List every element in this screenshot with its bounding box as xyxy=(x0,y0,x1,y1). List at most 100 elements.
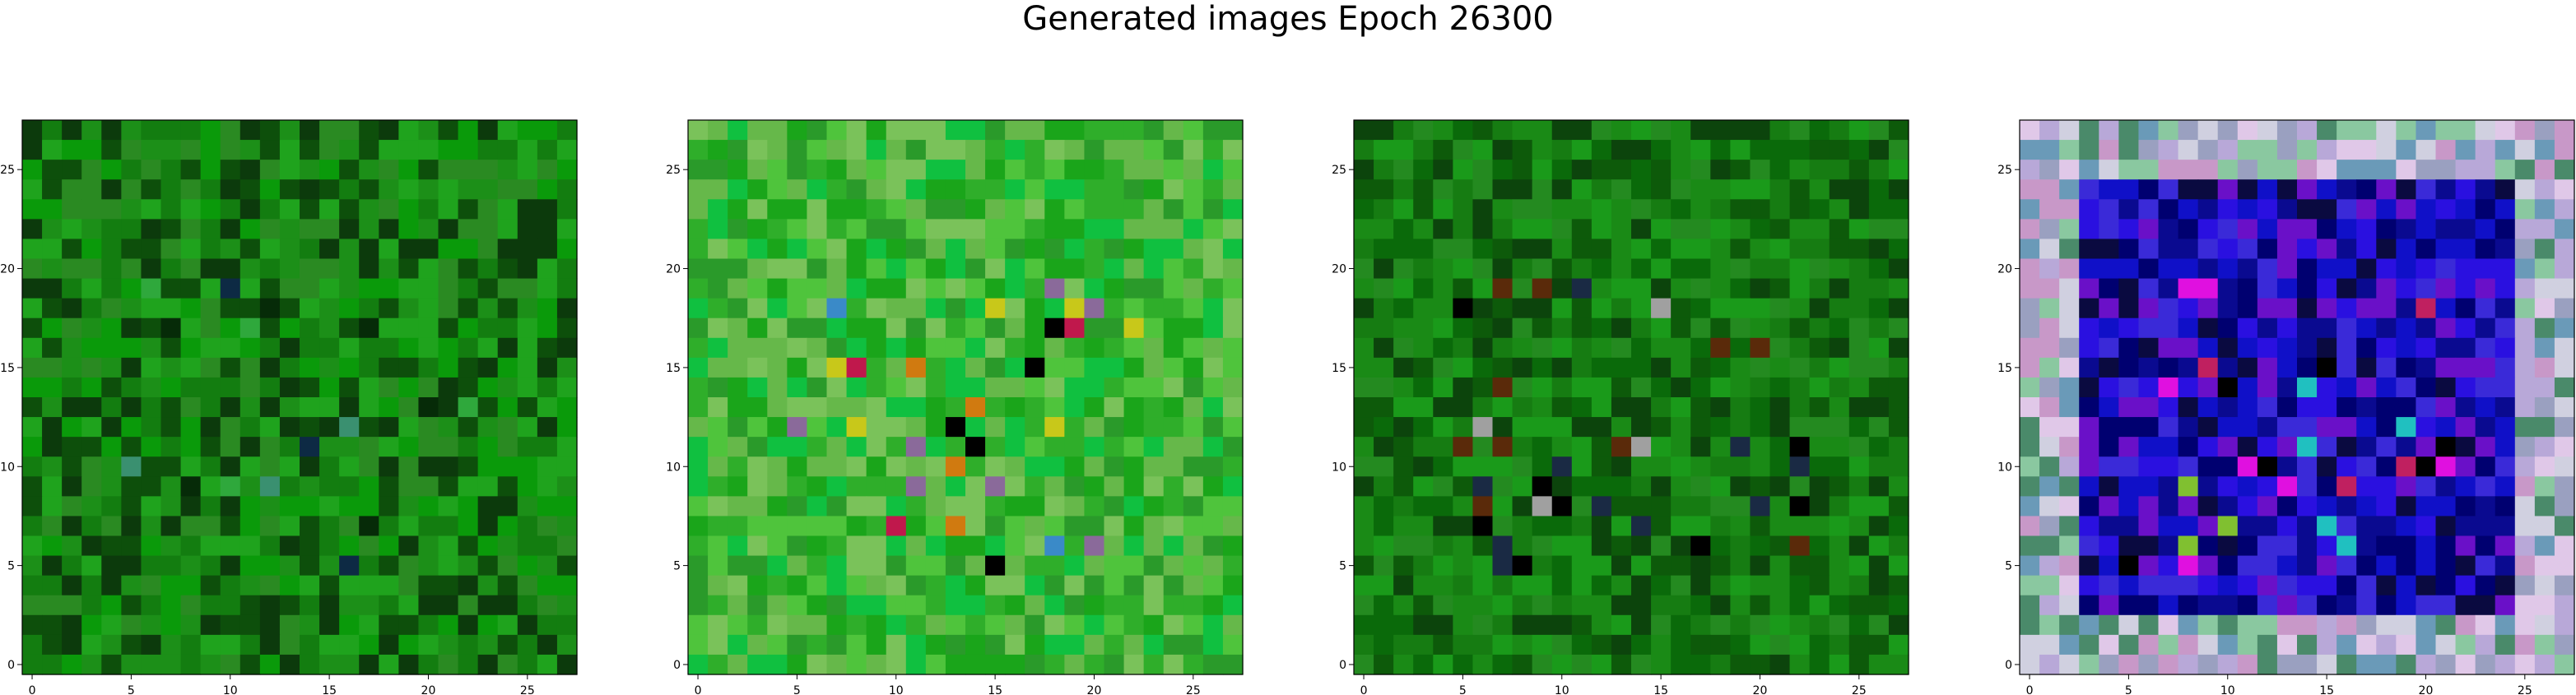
image-pixel xyxy=(221,140,241,160)
image-pixel xyxy=(946,199,966,220)
image-pixel xyxy=(141,338,161,359)
image-pixel xyxy=(518,179,538,200)
image-pixel xyxy=(1374,417,1394,438)
image-pixel xyxy=(1730,358,1751,378)
image-pixel xyxy=(1810,179,1830,200)
image-pixel xyxy=(537,140,558,160)
image-pixel xyxy=(1025,299,1045,319)
image-pixel xyxy=(1025,655,1045,675)
image-pixel xyxy=(319,279,340,299)
image-pixel xyxy=(1592,299,1612,319)
image-pixel xyxy=(2515,179,2536,200)
image-pixel xyxy=(62,496,82,517)
image-pixel xyxy=(1631,279,1652,299)
image-pixel xyxy=(2218,437,2239,457)
image-pixel xyxy=(2218,160,2239,180)
image-pixel xyxy=(478,279,499,299)
image-pixel xyxy=(359,496,379,517)
image-pixel xyxy=(221,318,241,339)
image-pixel xyxy=(478,239,499,259)
image-pixel xyxy=(2099,496,2119,517)
image-pixel xyxy=(2436,456,2457,477)
image-pixel xyxy=(2337,397,2357,418)
image-pixel xyxy=(280,259,300,280)
image-pixel xyxy=(398,120,419,141)
image-pixel xyxy=(2515,437,2536,457)
image-pixel xyxy=(1223,476,1244,497)
image-pixel xyxy=(1044,417,1065,438)
image-pixel xyxy=(2476,556,2496,577)
image-pixel xyxy=(2159,219,2179,239)
image-pixel xyxy=(2396,595,2416,616)
image-pixel xyxy=(2099,219,2119,239)
image-pixel xyxy=(2218,199,2239,220)
image-pixel xyxy=(1572,160,1593,180)
image-pixel xyxy=(1025,318,1045,339)
image-pixel xyxy=(2118,576,2139,596)
image-pixel xyxy=(2039,199,2060,220)
image-pixel xyxy=(1493,635,1514,656)
image-pixel xyxy=(1869,378,1890,398)
image-pixel xyxy=(807,615,827,636)
image-pixel xyxy=(708,595,728,616)
image-pixel xyxy=(1671,595,1691,616)
image-pixel xyxy=(1572,318,1593,339)
image-pixel xyxy=(1393,417,1414,438)
image-pixel xyxy=(2277,338,2298,359)
image-pixel xyxy=(478,595,499,616)
image-pixel xyxy=(827,378,848,398)
image-pixel xyxy=(161,219,182,239)
image-pixel xyxy=(1532,595,1553,616)
image-pixel xyxy=(1750,476,1770,497)
image-pixel xyxy=(339,496,360,517)
image-pixel xyxy=(418,397,439,418)
image-pixel xyxy=(81,397,102,418)
image-pixel xyxy=(1124,259,1145,280)
image-pixel xyxy=(1472,120,1493,141)
image-pixel xyxy=(688,338,709,359)
image-pixel xyxy=(827,160,848,180)
image-pixel xyxy=(2059,358,2080,378)
image-pixel xyxy=(121,655,142,675)
image-pixel xyxy=(1354,299,1374,319)
image-pixel xyxy=(1044,496,1065,517)
image-pixel xyxy=(1433,358,1453,378)
image-pixel xyxy=(827,635,848,656)
image-pixel xyxy=(787,615,807,636)
image-pixel xyxy=(1631,595,1652,616)
image-pixel xyxy=(1164,219,1184,239)
x-tick-label: 15 xyxy=(1653,684,1668,695)
image-pixel xyxy=(1203,437,1224,457)
image-pixel xyxy=(518,496,538,517)
image-pixel xyxy=(2178,595,2199,616)
image-pixel xyxy=(478,179,499,200)
image-pixel xyxy=(1552,338,1573,359)
image-pixel xyxy=(181,318,202,339)
image-pixel xyxy=(1889,338,1909,359)
image-pixel xyxy=(240,556,261,577)
image-pixel xyxy=(926,120,946,141)
image-pixel xyxy=(2118,199,2139,220)
image-pixel xyxy=(2476,655,2496,675)
image-pixel xyxy=(2020,556,2040,577)
image-pixel xyxy=(81,279,102,299)
image-pixel xyxy=(22,456,43,477)
image-pixel xyxy=(161,358,182,378)
image-pixel xyxy=(2297,120,2318,141)
image-pixel xyxy=(1393,576,1414,596)
y-tick-label: 10 xyxy=(666,461,681,474)
image-pixel xyxy=(1631,397,1652,418)
image-pixel xyxy=(886,476,907,497)
image-pixel xyxy=(319,417,340,438)
image-pixel xyxy=(1025,199,1045,220)
image-pixel xyxy=(1124,358,1145,378)
image-pixel xyxy=(161,199,182,220)
image-pixel xyxy=(398,576,419,596)
image-pixel xyxy=(1354,576,1374,596)
image-pixel xyxy=(728,635,748,656)
image-pixel xyxy=(201,516,221,536)
image-pixel xyxy=(2515,338,2536,359)
image-pixel xyxy=(2138,318,2159,339)
image-pixel xyxy=(926,219,946,239)
image-pixel xyxy=(1453,179,1473,200)
